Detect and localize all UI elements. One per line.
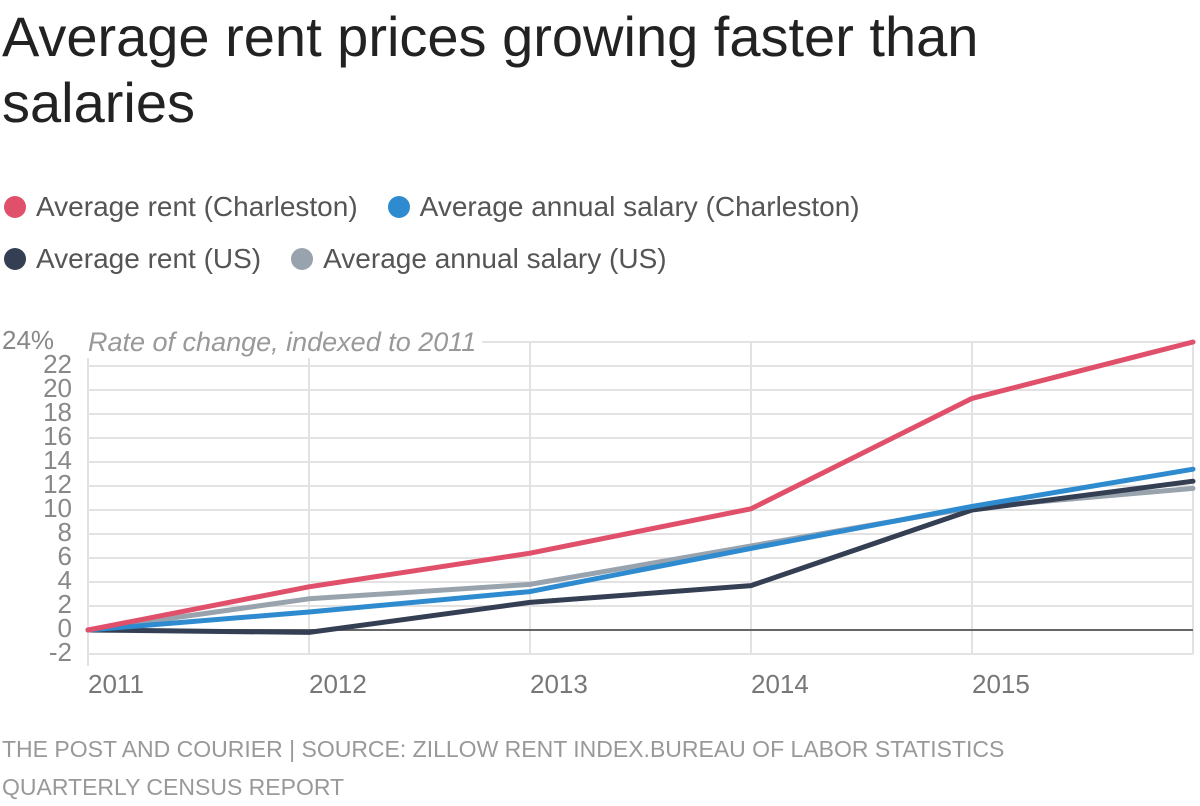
subtitle-background — [84, 324, 483, 358]
y-tick-label: 2 — [58, 589, 72, 619]
legend-swatch — [4, 196, 26, 218]
y-tick-label: 10 — [43, 493, 72, 523]
legend-label: Average annual salary (Charleston) — [419, 191, 860, 222]
y-tick-label: 14 — [43, 445, 72, 475]
legend-item: Average annual salary (Charleston) — [387, 188, 860, 226]
y-tick-label: 0 — [58, 613, 72, 643]
series-line — [85, 466, 1196, 633]
legend-item: Average annual salary (US) — [291, 240, 667, 278]
y-tick-label: -2 — [49, 637, 72, 667]
legend-swatch — [291, 248, 314, 270]
legend-item: Average rent (US) — [4, 240, 261, 278]
series-line — [85, 478, 1196, 635]
y-tick-label: 16 — [43, 421, 72, 451]
y-tick-label: 4 — [58, 565, 72, 595]
source-note: THE POST AND COURIER | SOURCE: ZILLOW RE… — [2, 736, 1005, 800]
legend-label: Average annual salary (US) — [323, 243, 667, 274]
series-line — [85, 339, 1196, 633]
y-tick-label: 8 — [58, 517, 72, 547]
y-tick-label: 12 — [43, 469, 72, 499]
x-tick-label: 2013 — [530, 669, 588, 699]
x-tick-label: 2015 — [972, 669, 1030, 699]
chart-title: Average rent prices growing faster than … — [2, 5, 979, 134]
legend-swatch — [387, 196, 410, 218]
legend-item: Average rent (Charleston) — [4, 188, 358, 226]
x-tick-label: 2014 — [751, 669, 809, 699]
y-tick-label: 24% — [2, 325, 54, 355]
y-tick-label: 18 — [43, 397, 72, 427]
y-tick-label: 6 — [58, 541, 72, 571]
legend-label: Average rent (Charleston) — [36, 191, 358, 222]
legend-swatch — [4, 248, 26, 270]
x-tick-label: 2011 — [88, 669, 144, 699]
chart-subtitle: Rate of change, indexed to 2011 — [88, 327, 476, 357]
legend: Average rent (Charleston) Average annual … — [4, 188, 1104, 278]
y-tick-label: 20 — [43, 373, 72, 403]
y-tick-label: 22 — [43, 349, 72, 379]
x-tick-label: 2012 — [309, 669, 367, 699]
legend-label: Average rent (US) — [36, 243, 262, 274]
